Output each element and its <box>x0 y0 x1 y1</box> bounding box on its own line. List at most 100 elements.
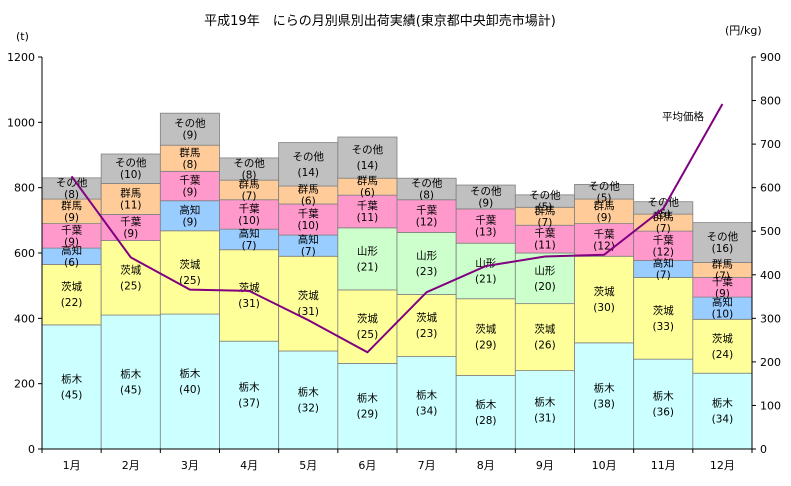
segment-share-label: (29) <box>475 340 497 352</box>
segment-share-label: (29) <box>357 409 379 421</box>
segment-share-label: (34) <box>416 405 438 417</box>
segment-share-label: (9) <box>182 130 197 142</box>
segment-name-label: 群馬 <box>61 199 82 212</box>
bar-segment <box>159 313 220 450</box>
segment-name-label: 栃木 <box>120 368 141 381</box>
segment-share-label: (40) <box>179 384 201 396</box>
segment-share-label: (25) <box>357 329 379 341</box>
right-tick-label: 600 <box>760 182 781 195</box>
segment-name-label: その他 <box>352 143 384 156</box>
segment-share-label: (8) <box>242 170 257 182</box>
segment-share-label: (10) <box>712 309 734 321</box>
bar-segment <box>159 144 220 172</box>
left-tick-label: 1000 <box>7 116 35 129</box>
segment-share-label: (6) <box>64 257 79 269</box>
segment-share-label: (5) <box>537 202 552 214</box>
segment-name-label: 千葉 <box>120 215 141 228</box>
right-axis-unit: (円/kg) <box>725 24 762 37</box>
segment-share-label: (14) <box>297 167 319 179</box>
segment-share-label: (8) <box>182 159 197 171</box>
segment-share-label: (23) <box>416 266 438 278</box>
segment-name-label: 高知 <box>239 227 260 240</box>
x-tick-label: 10月 <box>592 459 617 472</box>
segment-share-label: (9) <box>597 212 612 224</box>
segment-name-label: その他 <box>233 157 265 170</box>
segment-name-label: 山形 <box>357 245 378 257</box>
segment-name-label: その他 <box>648 195 680 208</box>
bar-segment <box>337 136 398 179</box>
x-tick-label: 6月 <box>358 459 376 472</box>
bar-segment <box>219 249 280 342</box>
left-tick-label: 600 <box>14 247 35 260</box>
bar-segment <box>159 170 220 202</box>
segment-name-label: 栃木 <box>712 397 733 410</box>
x-tick-label: 11月 <box>651 459 676 472</box>
segment-share-label: (11) <box>357 212 379 224</box>
x-tick-label: 2月 <box>122 459 140 472</box>
x-tick-label: 12月 <box>710 459 735 472</box>
bar-segment <box>278 255 339 352</box>
right-tick-label: 100 <box>760 399 781 412</box>
right-tick-label: 800 <box>760 95 781 108</box>
segment-share-label: (8) <box>64 189 79 201</box>
segment-name-label: 茨城 <box>120 263 141 276</box>
segment-share-label: (21) <box>357 261 379 273</box>
right-tick-label: 700 <box>760 138 781 151</box>
segment-share-label: (37) <box>238 398 260 410</box>
segment-name-label: 高知 <box>179 203 200 216</box>
segment-share-label: (22) <box>61 297 83 309</box>
bar-segment <box>41 324 102 450</box>
segment-name-label: 栃木 <box>298 386 319 399</box>
bar-segment <box>574 342 635 450</box>
segment-name-label: 群馬 <box>712 257 733 270</box>
segment-name-label: 千葉 <box>534 227 555 240</box>
segment-name-label: 群馬 <box>239 177 260 190</box>
segment-name-label: 茨城 <box>534 323 555 336</box>
segment-share-label: (12) <box>593 240 615 252</box>
x-tick-label: 5月 <box>299 459 317 472</box>
segment-name-label: 栃木 <box>594 381 615 394</box>
right-tick-label: 300 <box>760 312 781 325</box>
segment-share-label: (7) <box>537 217 552 229</box>
x-tick-label: 1月 <box>63 459 81 472</box>
segment-name-label: その他 <box>56 176 88 189</box>
segment-name-label: その他 <box>411 176 443 189</box>
segment-share-label: (32) <box>297 403 319 415</box>
bar-segment <box>219 199 280 230</box>
left-tick-label: 1200 <box>7 51 35 64</box>
segment-name-label: 千葉 <box>179 174 200 187</box>
segment-name-label: 栃木 <box>653 390 674 403</box>
segment-name-label: 山形 <box>416 250 437 262</box>
bar-segment <box>396 356 457 450</box>
segment-share-label: (12) <box>652 246 674 258</box>
bar-segment <box>100 314 161 450</box>
bar-segment <box>396 199 457 233</box>
x-tick-label: 7月 <box>418 459 436 472</box>
right-tick-label: 900 <box>760 51 781 64</box>
segment-name-label: 茨城 <box>179 258 200 271</box>
bars-layer <box>41 112 753 450</box>
bar-segment <box>692 372 753 450</box>
bar-segment <box>514 303 575 371</box>
right-tick-label: 200 <box>760 356 781 369</box>
segment-share-label: (14) <box>357 160 379 172</box>
segment-share-label: (25) <box>120 280 142 292</box>
segment-share-label: (13) <box>475 227 497 239</box>
segment-name-label: 茨城 <box>712 332 733 345</box>
segment-name-label: 栃木 <box>61 372 82 385</box>
bar-segment <box>514 370 575 450</box>
bar-segment <box>692 222 753 263</box>
x-tick-label: 9月 <box>536 459 554 472</box>
segment-name-label: 千葉 <box>61 223 82 236</box>
segment-name-label: 栃木 <box>357 392 378 405</box>
segment-name-label: 群馬 <box>298 183 319 196</box>
segment-share-label: (7) <box>242 190 257 202</box>
bar-segment <box>278 142 339 187</box>
bar-segment <box>41 223 102 249</box>
segment-name-label: 群馬 <box>534 204 555 217</box>
segment-name-label: 山形 <box>475 257 496 269</box>
bar-segment <box>574 183 635 200</box>
right-tick-label: 0 <box>760 443 767 456</box>
segment-name-label: 栃木 <box>534 395 555 408</box>
